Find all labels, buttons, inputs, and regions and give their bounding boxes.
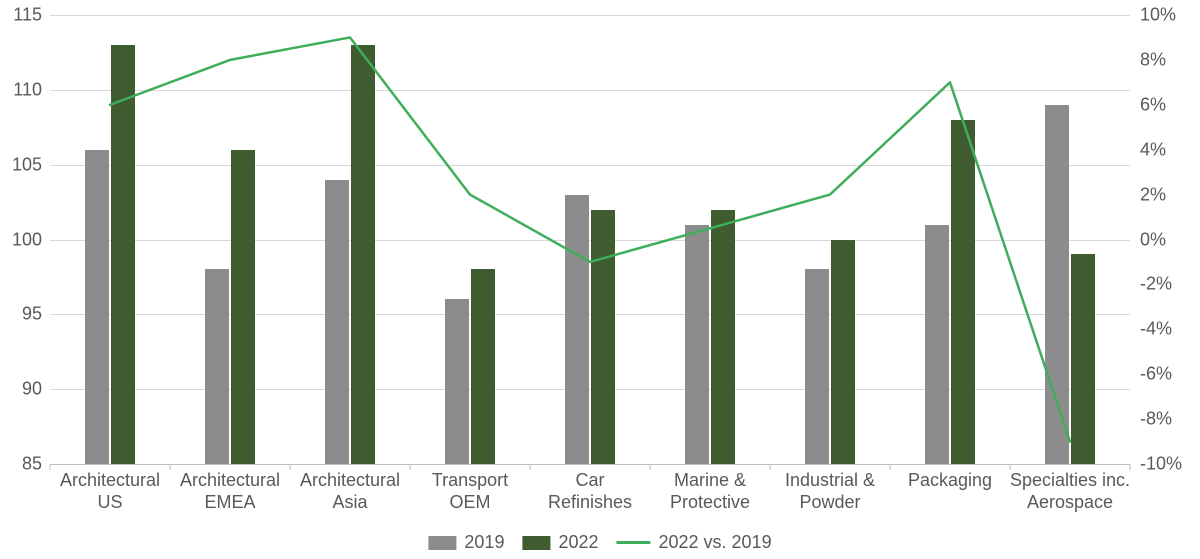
x-category-label-line: Aerospace [1007,492,1133,514]
legend-swatch-icon [522,536,550,550]
x-category-label-line: EMEA [167,492,293,514]
y-right-tick-label: 10% [1140,5,1176,26]
legend-line-icon [617,541,651,544]
y-left-tick-label: 95 [22,304,42,325]
y-right-tick-label: -2% [1140,274,1172,295]
y-left-tick-label: 115 [13,5,42,26]
y-left-tick-label: 90 [22,379,42,400]
y-right-tick-label: -8% [1140,409,1172,430]
y-right-tick-label: -6% [1140,364,1172,385]
x-category-label: ArchitecturalEMEA [167,470,293,513]
x-category-label: Industrial &Powder [767,470,893,513]
y-right-tick-label: -10% [1140,454,1182,475]
x-category-label-line: Refinishes [527,492,653,514]
x-category-label: Packaging [887,470,1013,492]
legend-swatch-icon [428,536,456,550]
y-right-tick-label: 0% [1140,229,1166,250]
x-category-label: CarRefinishes [527,470,653,513]
x-category-label-line: Asia [287,492,413,514]
y-left-tick-label: 100 [12,229,42,250]
y-right-tick-label: 4% [1140,139,1166,160]
x-category-label-line: Specialties inc. [1007,470,1133,492]
legend-label: 2022 [558,532,598,553]
x-category-label-line: Packaging [887,470,1013,492]
y-left-tick-label: 110 [13,79,42,100]
x-category-label: ArchitecturalUS [47,470,173,513]
legend-item: 2022 vs. 2019 [617,532,772,553]
y-right-tick-label: 8% [1140,49,1166,70]
x-category-label: Marine &Protective [647,470,773,513]
y-left-tick-label: 85 [22,454,42,475]
x-category-label-line: US [47,492,173,514]
line-series [110,37,1070,441]
x-category-label-line: Car [527,470,653,492]
combo-bar-line-chart: 85 90 95 100 105 110 115 -10% -8% -6% -4% -2% 0% 2% 4%… [0,0,1200,559]
x-category-label-line: OEM [407,492,533,514]
x-category-label-line: Transport [407,470,533,492]
x-category-label-line: Architectural [167,470,293,492]
x-category-label-line: Powder [767,492,893,514]
x-category-label-line: Architectural [287,470,413,492]
x-category-label-line: Protective [647,492,773,514]
legend-label: 2022 vs. 2019 [659,532,772,553]
y-right-tick-label: 6% [1140,94,1166,115]
plot-area [50,15,1130,464]
x-category-label: Specialties inc.Aerospace [1007,470,1133,513]
x-category-label-line: Architectural [47,470,173,492]
legend-item: 2022 [522,532,598,553]
y-left-tick-label: 105 [12,154,42,175]
legend-item: 2019 [428,532,504,553]
x-category-label-line: Industrial & [767,470,893,492]
legend-label: 2019 [464,532,504,553]
line-layer [50,15,1130,464]
y-right-tick-label: 2% [1140,184,1166,205]
x-category-label-line: Marine & [647,470,773,492]
y-right-tick-label: -4% [1140,319,1172,340]
legend: 2019 2022 2022 vs. 2019 [428,532,771,553]
x-category-label: ArchitecturalAsia [287,470,413,513]
x-category-label: TransportOEM [407,470,533,513]
